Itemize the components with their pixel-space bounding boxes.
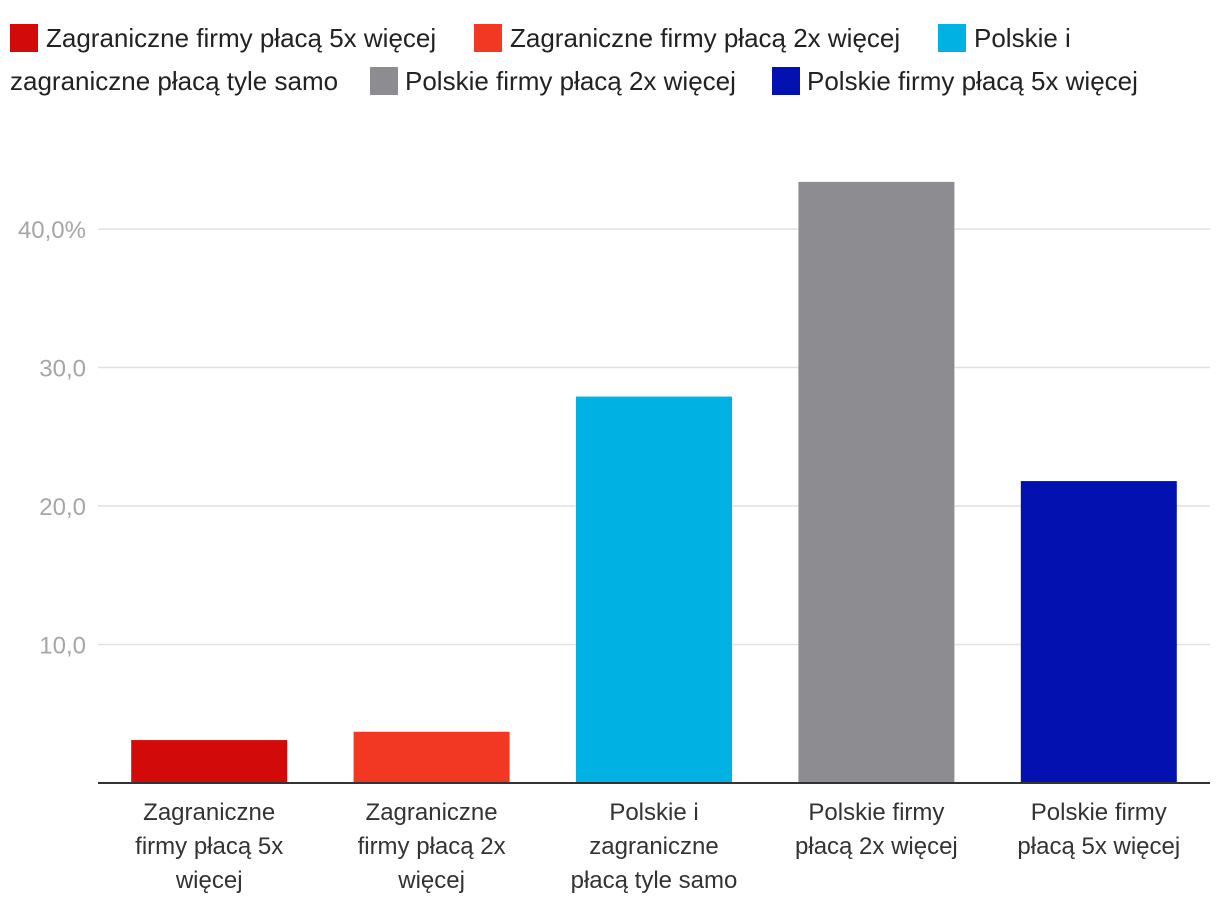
x-category-label-1: Zagraniczne firmy płacą 2x więcej xyxy=(358,799,506,894)
bar-0 xyxy=(131,740,288,783)
x-category-label-4: Polskie firmy płacą 5x więcej xyxy=(1017,799,1180,860)
x-category-label-0: Zagraniczne firmy płacą 5x więcej xyxy=(135,799,283,894)
legend-swatch-4 xyxy=(772,67,800,95)
legend-label-0: Zagraniczne firmy płacą 5x więcej xyxy=(46,23,436,53)
y-tick-label: 20,0 xyxy=(39,494,86,521)
legend-swatch-0 xyxy=(10,24,38,52)
legend-label-2-cont: zagraniczne płacą tyle samo xyxy=(10,66,338,96)
x-axis-categories: Zagraniczne firmy płacą 5x więcej Zagranicz… xyxy=(135,799,1180,894)
x-category-label-2: Polskie i zagraniczne płacą tyle samo xyxy=(571,799,738,894)
legend-label-2: Polskie i xyxy=(974,23,1071,53)
y-tick-label: 40,0% xyxy=(18,217,86,244)
legend-swatch-1 xyxy=(474,24,502,52)
y-axis-ticks: 10,0 20,0 30,0 40,0% xyxy=(18,217,86,660)
legend: Zagraniczne firmy płacą 5x więcej Zagran… xyxy=(10,23,1138,96)
legend-label-1: Zagraniczne firmy płacą 2x więcej xyxy=(510,23,900,53)
legend-label-3: Polskie firmy płacą 2x więcej xyxy=(405,66,736,96)
bar-4 xyxy=(1020,481,1177,783)
bars xyxy=(131,181,1177,783)
y-tick-label: 10,0 xyxy=(39,633,86,660)
legend-swatch-3 xyxy=(370,67,398,95)
bar-2 xyxy=(576,396,732,783)
legend-swatch-2 xyxy=(938,24,966,52)
y-tick-label: 30,0 xyxy=(39,356,86,383)
legend-label-4: Polskie firmy płacą 5x więcej xyxy=(807,66,1138,96)
bar-3 xyxy=(798,181,955,783)
bar-1 xyxy=(353,731,510,783)
x-category-label-3: Polskie firmy płacą 2x więcej xyxy=(795,799,958,860)
